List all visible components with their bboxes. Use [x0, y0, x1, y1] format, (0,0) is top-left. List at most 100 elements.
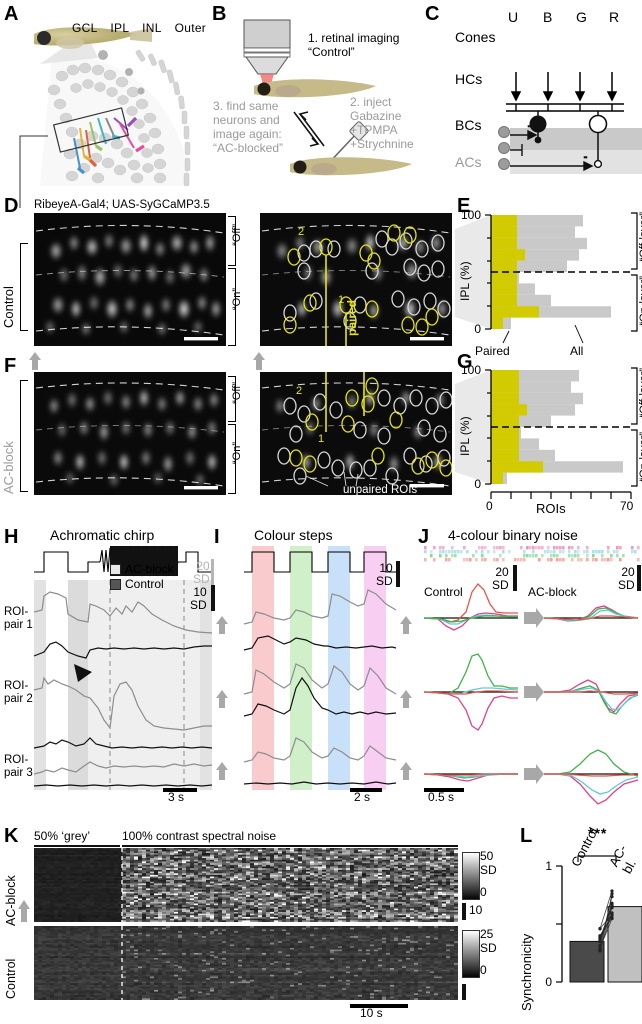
- panel-d-micrograph-right: 2 1: [260, 213, 452, 346]
- panel-k-heatmap-control: [34, 926, 458, 1000]
- scale-10-value: 10: [193, 585, 207, 599]
- panel-d-letter: D: [4, 195, 19, 217]
- panel-g-letter: G: [457, 351, 473, 373]
- panel-i-arrow-1-icon: [400, 616, 412, 634]
- panel-d-on-bracket: [228, 268, 236, 346]
- panel-k-cbar-top-max: 50: [480, 849, 494, 863]
- panel-d-title: RibeyeA-Gal4; UAS-SyGCaMP3.5: [34, 199, 210, 211]
- panel-i-arrow-2-icon: [400, 690, 412, 708]
- panel-k-cbar-bottom-unit: SD: [480, 941, 497, 955]
- roi-pair-3-line2: pair 3: [4, 766, 33, 779]
- panel-b-step2-line3: +TPMPA: [350, 123, 398, 137]
- svg-text:2: 2: [298, 226, 304, 238]
- cone-type-b: B: [543, 9, 553, 25]
- roi-pair-1-line2: pair 1: [4, 618, 33, 631]
- panel-a-retina-diagram: [10, 18, 210, 208]
- panel-b-step1-line2: “Control”: [308, 45, 355, 59]
- panel-d-off-label: “Off”: [231, 224, 243, 246]
- panel-j-scale-left-bar: [513, 565, 517, 591]
- panel-h-timescale-bar: [163, 788, 197, 792]
- panel-h-scale-10sd: 10 SD: [190, 586, 207, 611]
- panel-f-up-arrow-right-icon: [253, 352, 265, 370]
- svg-text:-: -: [528, 121, 531, 131]
- panel-b-step2-line4: +Strychnine: [350, 137, 414, 151]
- panel-k-cbar-bottom-min: 0: [480, 963, 487, 977]
- panel-d-condition-bracket: [20, 243, 28, 331]
- panel-f-up-arrow-left-icon: [29, 352, 41, 370]
- panel-f-micrograph-left: [34, 372, 226, 495]
- panel-e-off-layer-label: “Off-layer”: [638, 212, 642, 262]
- panel-e-annot-paired: Paired: [475, 344, 510, 358]
- panel-j-scale-left-unit: SD: [492, 577, 509, 592]
- panel-e-histogram: 100 0 IPL (%): [455, 205, 642, 345]
- panel-i-timescale-bar: [350, 788, 382, 792]
- roi-pair-3-line1: ROI-: [4, 754, 29, 766]
- panel-f-letter: F: [4, 355, 17, 377]
- panel-i-scale-bar: [396, 561, 400, 587]
- panel-g-off-layer-label: “Off-layer”: [638, 368, 642, 418]
- panel-l-letter: L: [520, 825, 533, 847]
- panel-i-scale-10sd: 10 SD: [376, 562, 393, 587]
- panel-b-step2-line1: 2. inject: [350, 95, 392, 109]
- panel-b-workflow-diagram: [228, 16, 418, 191]
- panel-j-scale-left: 20 SD: [492, 566, 509, 591]
- panel-j-title: 4-colour binary noise: [448, 527, 578, 543]
- panel-f-unpaired-label: unpaired ROIs: [343, 484, 418, 496]
- panel-i-title: Colour steps: [254, 527, 333, 543]
- svg-text:IPL (%): IPL (%): [458, 416, 472, 456]
- panel-g-xlabel: ROIs: [536, 501, 566, 516]
- panel-h-roi-pair-1-label: ROI- pair 1: [4, 606, 33, 631]
- panel-k-row-top-label: AC-block: [4, 875, 18, 926]
- panel-e-annot-all: All: [570, 344, 584, 358]
- panel-i-timescale-label: 2 s: [354, 790, 371, 804]
- panel-k-heatmap-acblock: [34, 848, 458, 922]
- panel-h-arrow-1-icon: [216, 616, 228, 634]
- panel-k-left-label: 50% ‘grey’: [34, 829, 91, 843]
- roi-pair-2-line2: pair 2: [4, 692, 33, 705]
- legend-swatch-control: [110, 579, 121, 590]
- panel-d-micrograph-left: [34, 213, 226, 346]
- panel-j-col-acblock-label: AC-block: [528, 585, 577, 599]
- panel-j-col-control-label: Control: [424, 585, 463, 599]
- panel-k-colorbar-bottom: [462, 930, 480, 978]
- panel-h-roi-pair-2-label: ROI- pair 2: [4, 680, 33, 705]
- panel-e-letter: E: [457, 195, 471, 217]
- panel-h-letter: H: [4, 526, 19, 548]
- panel-j-scale-right-unit: SD: [618, 577, 635, 592]
- panel-k-right-rule: [122, 845, 458, 847]
- cone-type-g: G: [576, 9, 587, 25]
- panel-i-scale-value: 10: [379, 561, 393, 575]
- panel-b-letter: B: [212, 3, 227, 25]
- panel-b-step3-line1: 3. find same: [213, 99, 279, 113]
- layer-label-ipl: IPL: [110, 21, 129, 35]
- panel-k-scale-marker-label: 10: [469, 903, 483, 917]
- svg-text:100: 100: [461, 363, 481, 377]
- panel-b-step1-line1: 1. retinal imaging: [308, 31, 400, 45]
- panel-g-xtick-70: 70: [620, 499, 634, 513]
- legend-label-ac-block: AC-block: [125, 562, 174, 576]
- panel-k-cbar-top-min: 0: [480, 885, 487, 899]
- panel-k-right-label: 100% contrast spectral noise: [122, 829, 277, 843]
- panel-k-row-bottom-label: Control: [4, 958, 18, 999]
- panel-l-ylabel: Synchronicity: [519, 933, 534, 1011]
- panel-b-step2-line2: Gabazine: [350, 109, 402, 123]
- svg-text:-: -: [584, 152, 587, 162]
- panel-g-histogram: 100 0 IPL (%): [455, 360, 642, 505]
- cone-type-r: R: [609, 9, 620, 25]
- legend-label-control: Control: [125, 577, 164, 591]
- panel-i-arrow-3-icon: [400, 762, 412, 780]
- panel-k-colorbar-top: [462, 852, 480, 900]
- panel-k-up-arrow-icon: [18, 900, 30, 922]
- panel-h-legend: AC-block Control: [110, 562, 174, 592]
- panel-l-significance: ***: [588, 825, 608, 841]
- legend-swatch-ac-block: [110, 564, 121, 575]
- cone-type-u: U: [508, 9, 519, 25]
- panel-d-condition-label: Control: [1, 286, 16, 328]
- panel-j-scale-right-value: 20: [621, 565, 635, 579]
- panel-k-timescale-label: 10 s: [360, 1006, 383, 1020]
- panel-j-letter: J: [418, 526, 430, 548]
- panel-h-arrow-2-icon: [216, 690, 228, 708]
- panel-i-scale-unit: SD: [376, 573, 393, 588]
- panel-i-colour-steps-traces: [243, 546, 397, 790]
- legend-item-control: Control: [110, 577, 174, 592]
